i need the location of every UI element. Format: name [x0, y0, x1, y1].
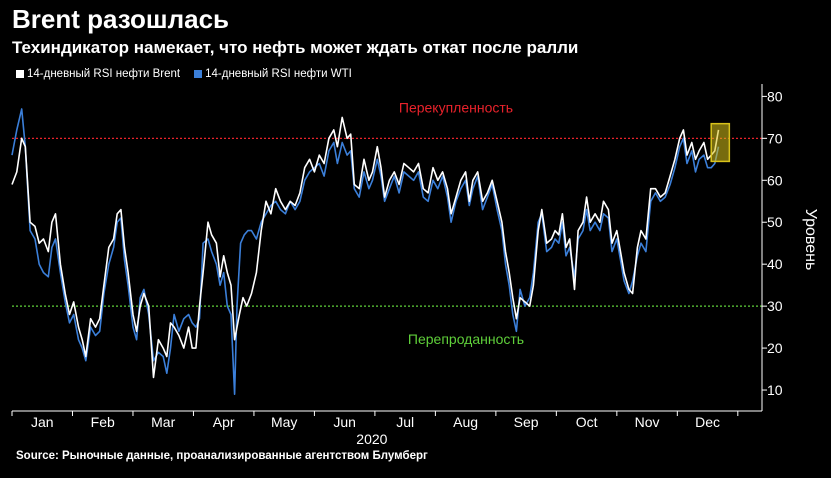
x-tick-label: May	[271, 414, 297, 430]
x-tick-label: Dec	[695, 414, 720, 430]
x-axis-year-label: 2020	[356, 431, 387, 447]
y-tick-label: 80	[767, 88, 783, 104]
y-tick-label: 70	[767, 130, 783, 146]
x-tick-label: Oct	[576, 414, 598, 430]
source-note: Source: Рыночные данные, проанализирован…	[16, 450, 428, 462]
legend-swatch-brent	[16, 70, 24, 78]
legend-label-wti: 14-дневный RSI нефти WTI	[205, 68, 352, 80]
x-tick-label: Jan	[31, 414, 54, 430]
x-tick-label: Mar	[151, 414, 175, 430]
highlight-box	[710, 122, 731, 163]
y-tick-label: 40	[767, 256, 783, 272]
chart-legend: 14-дневный RSI нефти Brent 14-дневный RS…	[16, 68, 366, 80]
series-line-wti	[11, 108, 720, 395]
x-tick-label: Apr	[213, 414, 235, 430]
legend-item-wti: 14-дневный RSI нефти WTI	[194, 68, 352, 80]
x-tick-label: Jul	[396, 414, 414, 430]
axes: 10 20 30 40 50 60 70 80 Jan Feb Mar Apr May Jun Jul Aug…	[11, 84, 819, 447]
oversold-label: Перепроданность	[408, 331, 524, 347]
chart-title: Brent разошлась	[12, 4, 230, 34]
legend-label-brent: 14-дневный RSI нефти Brent	[27, 68, 181, 80]
y-tick-label: 30	[767, 298, 783, 314]
x-tick-label: Aug	[453, 414, 478, 430]
highlight-layer	[710, 122, 731, 163]
y-tick-label: 60	[767, 172, 783, 188]
legend-item-brent: 14-дневный RSI нефти Brent	[16, 68, 180, 80]
y-tick-label: 20	[767, 340, 783, 356]
y-axis-label: Уровень	[802, 209, 819, 271]
x-tick-label: Sep	[514, 414, 539, 430]
x-tick-label: Jun	[333, 414, 356, 430]
y-tick-label: 50	[767, 214, 783, 230]
legend-swatch-wti	[194, 70, 203, 78]
chart-subtitle: Техиндикатор намекает, что нефть может ж…	[12, 38, 579, 57]
reference-lines: Перекупленность Перепроданность	[12, 99, 762, 347]
x-tick-label: Feb	[91, 414, 115, 430]
series-layer	[11, 108, 720, 395]
overbought-label: Перекупленность	[399, 99, 513, 115]
x-tick-label: Nov	[635, 414, 660, 430]
series-line-brent	[11, 116, 720, 379]
y-tick-label: 10	[767, 382, 783, 398]
